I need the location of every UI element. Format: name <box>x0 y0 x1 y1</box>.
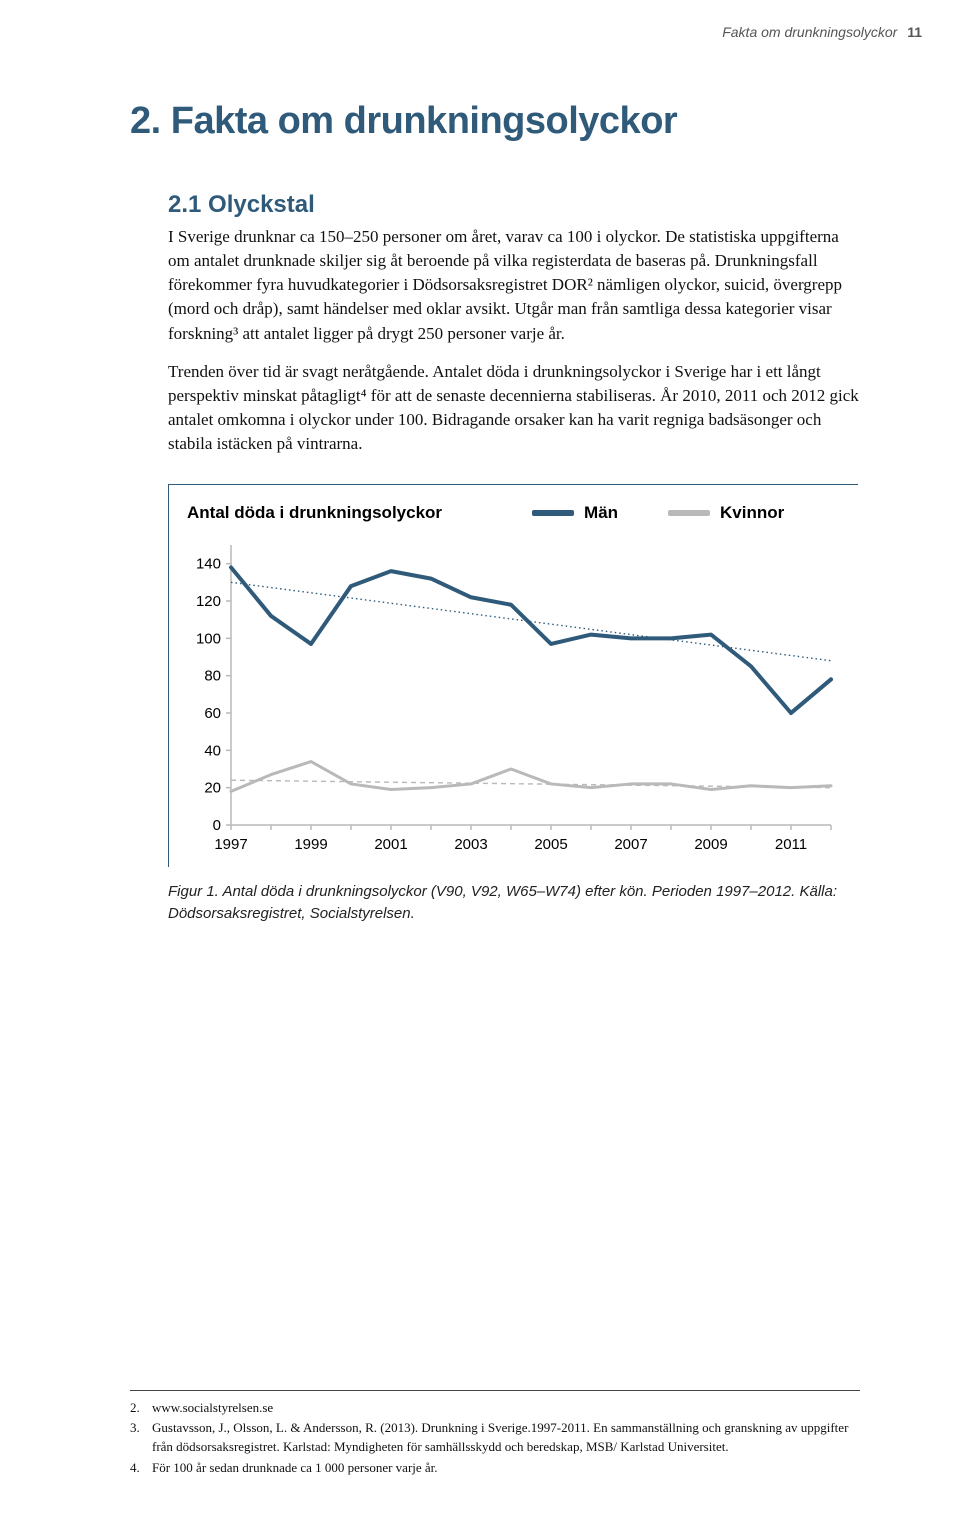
footnote: 2.www.socialstyrelsen.se <box>130 1399 860 1418</box>
running-header-text: Fakta om drunkningsolyckor <box>722 24 897 40</box>
paragraph-1: I Sverige drunknar ca 150–250 personer o… <box>168 225 860 346</box>
svg-text:1997: 1997 <box>214 836 247 853</box>
svg-text:60: 60 <box>204 705 221 722</box>
section-title: 2.1 Olyckstal <box>168 191 860 219</box>
footnote-text: För 100 år sedan drunknade ca 1 000 pers… <box>152 1459 438 1478</box>
svg-text:140: 140 <box>196 556 221 573</box>
footnote-text: Gustavsson, J., Olsson, L. & Andersson, … <box>152 1419 860 1457</box>
svg-text:40: 40 <box>204 742 221 759</box>
chart-title: Antal döda i drunkningsolyckor <box>187 503 442 523</box>
chart-header: Antal döda i drunkningsolyckor Män Kvinn… <box>187 503 840 523</box>
footnote-number: 4. <box>130 1459 152 1478</box>
chapter-title: 2. Fakta om drunkningsolyckor <box>130 100 860 143</box>
footnote: 4.För 100 år sedan drunknade ca 1 000 pe… <box>130 1459 860 1478</box>
footnote-text: www.socialstyrelsen.se <box>152 1399 273 1418</box>
footnote: 3.Gustavsson, J., Olsson, L. & Andersson… <box>130 1419 860 1457</box>
footnotes: 2.www.socialstyrelsen.se3.Gustavsson, J.… <box>130 1390 860 1480</box>
chart-container: Antal döda i drunkningsolyckor Män Kvinn… <box>168 484 858 867</box>
footnote-number: 2. <box>130 1399 152 1418</box>
svg-text:2003: 2003 <box>454 836 487 853</box>
page-number: 11 <box>907 24 922 40</box>
svg-text:0: 0 <box>213 817 221 834</box>
svg-text:2011: 2011 <box>775 836 807 853</box>
svg-text:100: 100 <box>196 630 221 647</box>
svg-text:20: 20 <box>204 780 221 797</box>
svg-text:80: 80 <box>204 668 221 685</box>
svg-text:2005: 2005 <box>534 836 567 853</box>
legend-men: Män <box>532 503 618 523</box>
figure-caption: Figur 1. Antal döda i drunkningsolyckor … <box>168 881 860 925</box>
svg-text:1999: 1999 <box>294 836 327 853</box>
svg-text:2007: 2007 <box>614 836 647 853</box>
svg-text:2009: 2009 <box>694 836 727 853</box>
running-header: Fakta om drunkningsolyckor 11 <box>722 24 922 40</box>
legend-label-women: Kvinnor <box>720 503 784 523</box>
legend-label-men: Män <box>584 503 618 523</box>
legend-swatch-women <box>668 510 710 516</box>
legend-women: Kvinnor <box>668 503 784 523</box>
paragraph-2: Trenden över tid är svagt neråtgående. A… <box>168 360 860 457</box>
footnote-number: 3. <box>130 1419 152 1457</box>
chart-svg: 0 20 40 60 80 100 120 140 1997 1999 2001 2003 2005 20… <box>187 539 841 859</box>
svg-text:120: 120 <box>196 593 221 610</box>
legend-swatch-men <box>532 510 574 516</box>
svg-text:2001: 2001 <box>374 836 407 853</box>
